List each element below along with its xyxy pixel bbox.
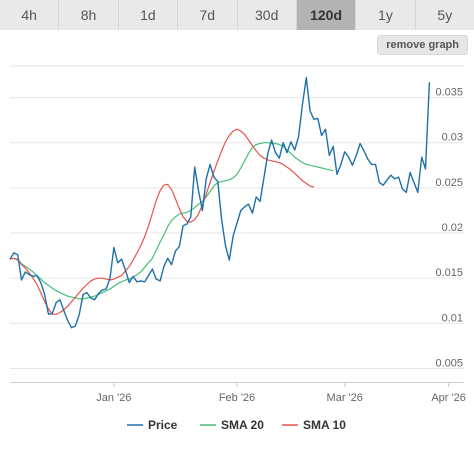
- y-tick-label: 0.03: [442, 132, 463, 144]
- series-line-price: [9, 77, 431, 329]
- chart-series: [9, 77, 431, 329]
- tab-4h[interactable]: 4h: [0, 0, 60, 30]
- y-tick-label: 0.025: [435, 177, 463, 189]
- tab-7d[interactable]: 7d: [178, 0, 238, 30]
- legend-label[interactable]: SMA 10: [303, 418, 346, 432]
- timeframe-tabs: 4h 8h 1d 7d 30d 120d 1y 5y: [0, 0, 474, 30]
- price-chart: 0.005 0.01 0.015 0.02 0.025 0.03 0.035 Jan '26 F…: [9, 65, 466, 432]
- y-tick-label: 0.015: [435, 267, 463, 279]
- x-tick-label: Apr '26: [431, 392, 466, 404]
- x-tick-label: Mar '26: [327, 392, 363, 404]
- y-tick-label: 0.005: [435, 357, 463, 369]
- x-tick-label: Jan '26: [96, 392, 131, 404]
- y-tick-label: 0.01: [442, 312, 463, 324]
- tab-30d[interactable]: 30d: [237, 0, 297, 30]
- remove-graph-button[interactable]: remove graph: [377, 35, 468, 55]
- series-line-sma-10: [9, 128, 315, 315]
- tab-1d[interactable]: 1d: [118, 0, 179, 30]
- tab-8h[interactable]: 8h: [59, 0, 119, 30]
- y-tick-label: 0.02: [442, 222, 463, 234]
- series-line-sma-20: [9, 142, 334, 300]
- y-tick-label: 0.035: [435, 87, 463, 99]
- x-tick-label: Feb '26: [219, 392, 255, 404]
- chart-legend: Price SMA 20 SMA 10: [127, 418, 346, 432]
- legend-label[interactable]: Price: [148, 418, 178, 432]
- tab-5y[interactable]: 5y: [415, 0, 474, 30]
- tab-120d[interactable]: 120d: [296, 0, 357, 30]
- tab-1y[interactable]: 1y: [356, 0, 416, 30]
- chart-grid: [10, 65, 464, 369]
- chart-axes: 0.005 0.01 0.015 0.02 0.025 0.03 0.035 Jan '26 F…: [10, 87, 466, 404]
- legend-label[interactable]: SMA 20: [221, 418, 264, 432]
